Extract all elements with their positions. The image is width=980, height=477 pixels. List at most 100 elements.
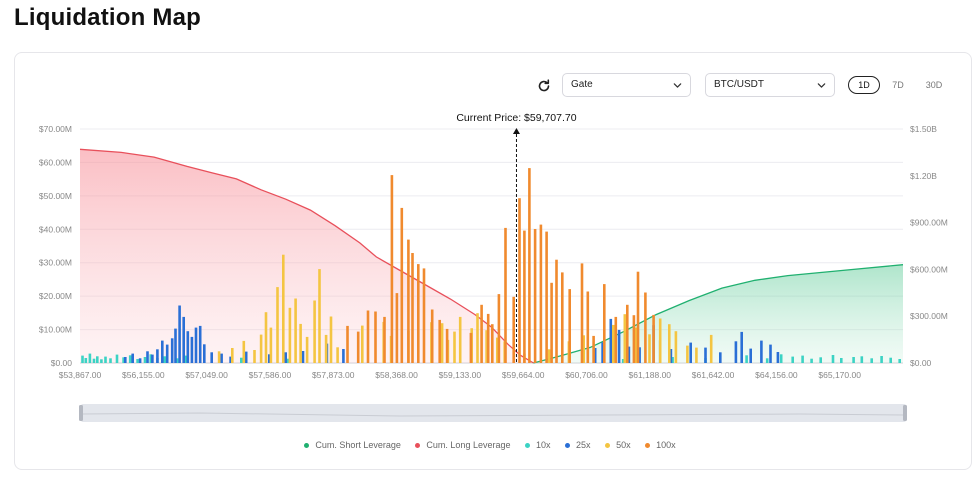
x-tick-label: $57,586.00 (249, 370, 292, 380)
slider-handle-left (79, 405, 83, 421)
bar-100x (561, 272, 564, 363)
legend-short[interactable]: Cum. Short Leverage (304, 440, 401, 450)
bar-50x (324, 334, 328, 363)
bar-100x (636, 271, 640, 363)
bar-100x (346, 325, 349, 363)
bar-10x (810, 358, 813, 363)
y-right-tick-label: $1.50B (910, 124, 937, 134)
legend-label-short: Cum. Short Leverage (315, 440, 401, 450)
x-tick-label: $61,642.00 (692, 370, 735, 380)
chevron-down-icon (817, 83, 826, 88)
exchange-select[interactable]: Gate (562, 73, 691, 97)
bar-25x (146, 351, 149, 363)
bar-100x (374, 311, 377, 363)
bar-10x (240, 357, 243, 363)
liquidation-bars (81, 168, 901, 363)
range-1d-button[interactable]: 1D (848, 76, 880, 94)
bar-50x (695, 347, 698, 363)
bar-25x (182, 316, 185, 363)
bar-50x (318, 269, 321, 363)
bar-50x (288, 307, 292, 363)
bar-25x (138, 358, 142, 363)
legend-label-50x: 50x (616, 440, 631, 450)
bar-50x (458, 316, 462, 363)
bar-10x (765, 358, 769, 363)
bar-50x (313, 300, 316, 363)
x-tick-label: $60,706.00 (565, 370, 608, 380)
bar-10x (801, 355, 804, 363)
range-slider[interactable] (79, 404, 907, 422)
y-right-tick-label: $600.00M (910, 264, 948, 274)
legend-dot-short (304, 443, 310, 449)
legend-10x[interactable]: 10x (525, 440, 551, 450)
bar-10x (840, 358, 843, 363)
bar-100x (533, 229, 537, 363)
bar-25x (749, 348, 752, 363)
bar-50x (476, 313, 479, 363)
bar-50x (612, 324, 615, 363)
bar-10x (671, 357, 674, 363)
bar-50x (336, 347, 339, 363)
bar-100x (407, 239, 410, 363)
pair-select[interactable]: BTC/USDT (705, 73, 835, 97)
bar-10x (852, 357, 855, 363)
bar-25x (244, 351, 248, 363)
slider-track (81, 404, 906, 422)
x-tick-label: $64,156.00 (755, 370, 798, 380)
legend-long[interactable]: Cum. Long Leverage (415, 440, 510, 450)
y-right-tick-label: $300.00M (910, 311, 948, 321)
bar-25x (268, 354, 271, 363)
legend-25x[interactable]: 25x (565, 440, 591, 450)
range-7d-button[interactable]: 7D (892, 80, 904, 90)
legend-50x[interactable]: 50x (605, 440, 631, 450)
legend-dot-25x (565, 443, 571, 449)
bar-100x (445, 328, 449, 363)
bar-10x (81, 355, 84, 363)
x-tick-label: $57,049.00 (185, 370, 228, 380)
bar-10x (122, 357, 125, 363)
bar-50x (329, 316, 333, 363)
bar-10x (143, 357, 147, 363)
exchange-select-value: Gate (571, 79, 593, 90)
bar-25x (776, 352, 780, 363)
range-30d-button[interactable]: 30D (925, 80, 943, 90)
bar-25x (161, 340, 164, 363)
bar-25x (229, 356, 232, 363)
bar-25x (170, 338, 174, 363)
bar-50x (259, 334, 263, 363)
bar-25x (593, 348, 597, 363)
bar-100x (422, 268, 426, 363)
bar-25x (301, 351, 305, 363)
current-price-label: Current Price: $59,707.70 (456, 112, 576, 124)
bar-50x (294, 298, 297, 363)
bar-100x (356, 331, 360, 363)
legend-label-25x: 25x (576, 440, 591, 450)
axis-labels: $0.00 $10.00M $20.00M $30.00M $40.00M $50.00M… (39, 124, 948, 380)
bar-100x (512, 296, 515, 363)
bar-25x (638, 347, 641, 363)
legend-100x[interactable]: 100x (645, 440, 676, 450)
bar-10x (149, 354, 153, 363)
bar-100x (491, 324, 494, 363)
refresh-icon[interactable] (536, 78, 552, 94)
current-price-arrow (512, 128, 520, 134)
bar-25x (617, 329, 621, 363)
bar-100x (550, 282, 553, 363)
bar-25x (220, 353, 223, 363)
bar-100x (366, 310, 370, 363)
x-tick-label: $61,188.00 (628, 370, 671, 380)
chevron-down-icon (673, 83, 682, 88)
bar-100x (504, 227, 507, 363)
y-right-tick-label: $0.00 (910, 358, 932, 368)
x-tick-label: $65,170.00 (818, 370, 861, 380)
bar-50x (496, 337, 499, 363)
bar-25x (769, 344, 772, 363)
bar-25x (186, 331, 190, 363)
bar-10x (860, 356, 864, 363)
bar-50x (485, 330, 488, 363)
bar-25x (627, 346, 631, 363)
bar-50x (361, 325, 364, 363)
bar-50x (282, 254, 285, 363)
bar-25x (165, 344, 169, 363)
